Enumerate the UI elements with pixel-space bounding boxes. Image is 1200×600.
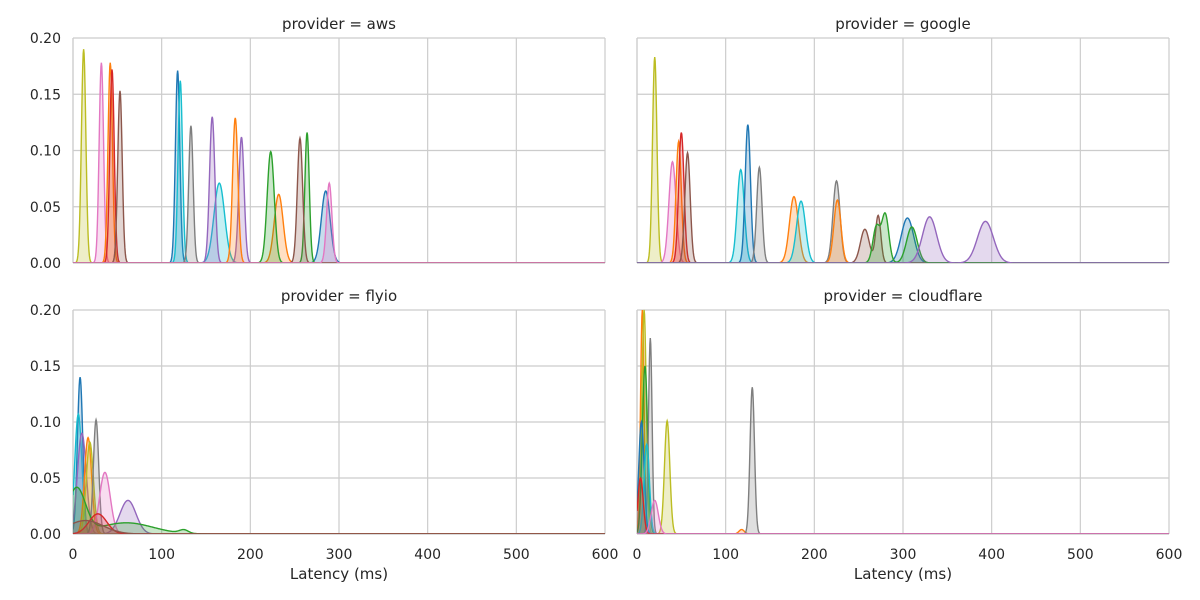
density-area-7 — [73, 80, 605, 263]
x-axis-label: Latency (ms) — [290, 565, 388, 583]
x-tick-label: 500 — [1067, 547, 1094, 563]
density-line-12 — [637, 212, 1169, 263]
facet-title: provider = cloudflare — [824, 287, 983, 305]
y-tick-label: 0.10 — [30, 144, 61, 160]
x-tick-label: 600 — [1156, 547, 1183, 563]
x-tick-label: 0 — [633, 547, 642, 563]
y-tick-label: 0.20 — [30, 31, 61, 47]
y-tick-label: 0.15 — [30, 359, 61, 375]
y-tick-label: 0.00 — [30, 256, 61, 272]
series-group — [73, 377, 605, 534]
y-tick-label: 0.15 — [30, 87, 61, 103]
density-line-13 — [637, 216, 1169, 263]
density-area-3 — [73, 433, 605, 534]
x-tick-label: 300 — [890, 547, 917, 563]
series-group — [637, 57, 1169, 263]
facet-title: provider = flyio — [281, 287, 397, 305]
x-axis-label: Latency (ms) — [854, 565, 952, 583]
x-tick-label: 200 — [237, 547, 264, 563]
density-area-6 — [73, 70, 605, 263]
density-area-7 — [637, 124, 1169, 263]
density-line-13 — [73, 181, 605, 263]
x-tick-label: 500 — [503, 547, 530, 563]
density-area-8 — [73, 487, 605, 534]
facet-panel-2: provider = google — [636, 15, 1170, 264]
facet-panel-1: 0.00 0.05 0.10 0.15 0.20 provider = aws — [30, 15, 606, 272]
x-tick-label: 600 — [592, 547, 619, 563]
x-tick-label: 400 — [414, 547, 441, 563]
x-tick-label: 0 — [69, 547, 78, 563]
y-tick-label: 0.05 — [30, 471, 61, 487]
x-tick-label: 100 — [148, 547, 175, 563]
facet-title: provider = aws — [282, 15, 396, 33]
density-line-8 — [73, 486, 605, 534]
density-area-5 — [637, 152, 1169, 263]
facet-panel-4: 0 100 200 300 400 500 600 Latency (ms) provider … — [633, 287, 1183, 583]
facet-panel-3: 0.00 0.05 0.10 0.15 0.20 0 100 200 300 400 500 600 L… — [30, 287, 619, 583]
y-tick-label: 0.10 — [30, 415, 61, 431]
series-group — [73, 49, 605, 263]
y-tick-label: 0.05 — [30, 200, 61, 216]
x-tick-label: 200 — [801, 547, 828, 563]
facet-title: provider = google — [835, 15, 970, 33]
y-tick-label: 0.00 — [30, 527, 61, 543]
y-tick-label: 0.20 — [30, 303, 61, 319]
x-tick-label: 400 — [978, 547, 1005, 563]
x-tick-label: 100 — [712, 547, 739, 563]
density-line-7 — [637, 124, 1169, 263]
x-tick-label: 300 — [326, 547, 353, 563]
